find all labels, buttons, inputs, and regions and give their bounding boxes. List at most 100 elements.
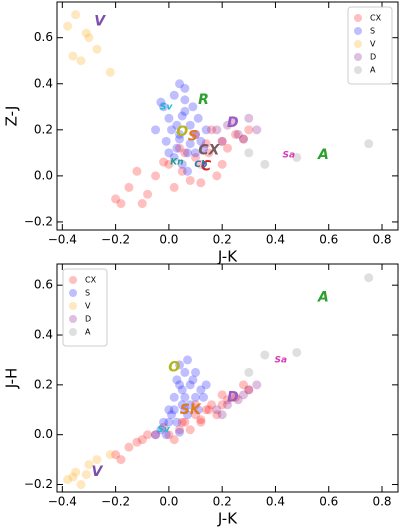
legend-marker xyxy=(354,66,362,74)
point xyxy=(204,148,214,158)
point xyxy=(172,375,182,385)
legend-frame xyxy=(347,6,393,85)
point xyxy=(159,422,169,432)
point xyxy=(175,427,185,437)
point xyxy=(81,470,91,480)
annotation: Cb xyxy=(194,160,208,170)
point xyxy=(233,129,243,139)
point xyxy=(191,392,201,402)
y-tick-label: 0.6 xyxy=(34,30,53,44)
plot-area: V A Sa O D SK Sv xyxy=(63,273,374,490)
axes-frame xyxy=(56,263,399,493)
point xyxy=(196,385,206,395)
point xyxy=(63,475,73,485)
point xyxy=(201,380,211,390)
point xyxy=(164,430,174,440)
point xyxy=(156,97,166,107)
panel: −0.4 −0.2 0.0 0.2 0.4 0.6 0.8 −0.2 0.0 0.2 0.4 0.6 J… xyxy=(3,263,399,528)
point xyxy=(244,125,254,135)
point xyxy=(180,405,190,415)
annotation: O xyxy=(176,124,188,140)
point xyxy=(169,182,179,192)
x-tick-label: 0.2 xyxy=(213,495,232,509)
point xyxy=(191,129,201,139)
y-axis-label: J-H xyxy=(3,368,21,390)
point xyxy=(63,21,73,31)
y-tick-label: 0.4 xyxy=(34,76,53,90)
point xyxy=(132,437,142,447)
annotation: A xyxy=(317,147,329,163)
x-tick-label: 0.0 xyxy=(159,495,178,509)
x-axis-label: J-K xyxy=(217,248,238,266)
point xyxy=(159,417,169,427)
legend-label: CX xyxy=(85,276,97,285)
point xyxy=(156,425,166,435)
legend-marker xyxy=(69,276,77,284)
point xyxy=(207,400,217,410)
point xyxy=(260,159,270,169)
x-tick-label: −0.2 xyxy=(101,233,130,247)
point xyxy=(167,410,177,420)
x-tick-label: 0.8 xyxy=(372,495,391,509)
point xyxy=(185,425,195,435)
point xyxy=(188,375,198,385)
point xyxy=(196,415,206,425)
point xyxy=(212,125,222,135)
point xyxy=(177,400,187,410)
point xyxy=(143,189,153,199)
annotation: Kn xyxy=(170,158,183,168)
point xyxy=(84,460,94,470)
y-tick-label: 0.6 xyxy=(34,278,53,292)
point xyxy=(175,134,185,144)
annotation: Sv xyxy=(157,425,170,435)
point xyxy=(223,143,232,153)
point xyxy=(76,56,86,66)
panel: −0.4 −0.2 0.0 0.2 0.4 0.6 0.8 −0.2 0.0 0.2 0.4 0.6 J… xyxy=(3,1,399,266)
point xyxy=(212,171,222,181)
point xyxy=(191,410,201,420)
point xyxy=(217,136,227,146)
point xyxy=(188,102,198,112)
point xyxy=(124,182,134,192)
point xyxy=(196,178,206,188)
point xyxy=(111,194,121,204)
x-tick-label: 0.6 xyxy=(319,233,338,247)
point xyxy=(244,148,254,158)
point xyxy=(105,67,115,77)
legend-label: V xyxy=(85,302,91,311)
point xyxy=(364,273,374,283)
annotation: V xyxy=(94,14,106,30)
y-tick-label: 0.4 xyxy=(34,328,53,342)
point xyxy=(177,385,187,395)
legend-marker xyxy=(69,328,77,336)
point xyxy=(159,102,169,112)
legend-label: CX xyxy=(370,14,382,23)
legend-label: S xyxy=(370,27,375,36)
legend-marker xyxy=(354,53,362,61)
point xyxy=(238,390,248,400)
point xyxy=(217,410,227,420)
point xyxy=(201,125,211,135)
legend-marker xyxy=(354,14,362,22)
point xyxy=(180,83,190,93)
annotation: V xyxy=(92,464,104,480)
point xyxy=(164,113,174,123)
point xyxy=(196,136,206,146)
point xyxy=(164,405,174,415)
annotation: S xyxy=(188,129,198,145)
legend-label: D xyxy=(85,315,91,324)
point xyxy=(230,392,240,402)
point xyxy=(175,129,185,139)
point xyxy=(292,152,302,162)
point xyxy=(185,139,195,149)
point xyxy=(217,400,227,410)
y-tick-label: 0.0 xyxy=(34,427,53,441)
point xyxy=(212,410,222,420)
legend-marker xyxy=(354,40,362,48)
point xyxy=(167,125,177,135)
point xyxy=(172,143,182,153)
